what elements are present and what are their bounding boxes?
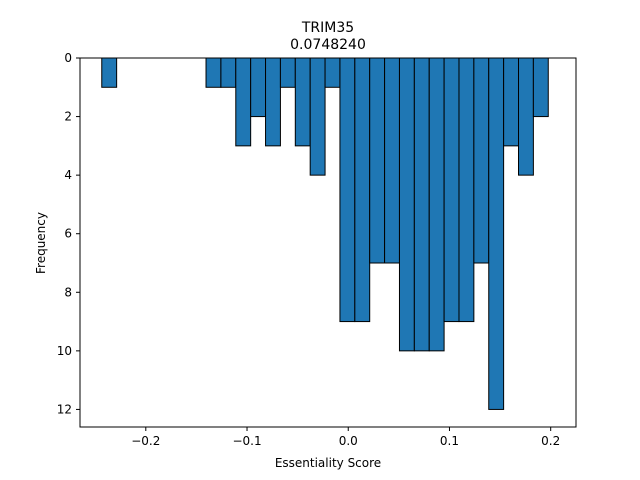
y-tick-label: 12 — [57, 402, 72, 416]
chart-subtitle: 0.0748240 — [290, 37, 366, 53]
x-tick-label: −0.1 — [232, 434, 261, 448]
histogram-bar — [235, 57, 252, 147]
histogram-bar — [384, 57, 400, 264]
histogram-bar — [473, 57, 490, 264]
y-axis-label: Frequency — [34, 212, 48, 274]
y-tick-label: 2 — [64, 110, 72, 124]
y-tick-label: 4 — [64, 168, 72, 182]
histogram-bar — [250, 57, 267, 118]
y-tick-label: 10 — [57, 344, 72, 358]
x-tick-label: 0.0 — [339, 434, 358, 448]
y-tick-label: 0 — [64, 51, 72, 65]
x-axis: −0.2 −0.1 0.0 0.1 0.2 — [131, 427, 560, 448]
histogram-bar — [205, 57, 222, 88]
histogram-bar — [279, 57, 296, 88]
histogram-bar — [309, 57, 326, 176]
histogram-bar — [294, 57, 311, 147]
y-tick-label: 8 — [64, 285, 72, 299]
histogram-bar — [369, 57, 386, 264]
chart-title: TRIM35 — [301, 20, 354, 36]
histogram-bar — [324, 57, 341, 88]
histogram-bar — [354, 57, 371, 323]
x-tick-label: 0.2 — [541, 434, 560, 448]
histogram-bar — [339, 57, 356, 323]
histogram-bar — [518, 57, 534, 176]
histogram-bar — [532, 57, 549, 118]
y-axis: 0 2 4 6 8 10 12 — [57, 51, 80, 416]
histogram-bar — [503, 57, 520, 147]
y-tick-label: 6 — [64, 227, 72, 241]
histogram-bar — [488, 57, 505, 410]
histogram-bar — [398, 57, 415, 352]
histogram-bar — [428, 57, 445, 352]
histogram-bar — [220, 57, 237, 88]
histogram-bar — [413, 57, 430, 352]
bars-layer — [101, 57, 549, 410]
plot-frame — [79, 57, 577, 428]
histogram-bar — [101, 57, 118, 88]
histogram-bar — [458, 57, 475, 323]
histogram-bar — [443, 57, 460, 323]
x-axis-label: Essentiality Score — [275, 456, 381, 470]
histogram-bar — [265, 57, 281, 147]
x-tick-label: 0.1 — [440, 434, 459, 448]
x-tick-label: −0.2 — [131, 434, 160, 448]
